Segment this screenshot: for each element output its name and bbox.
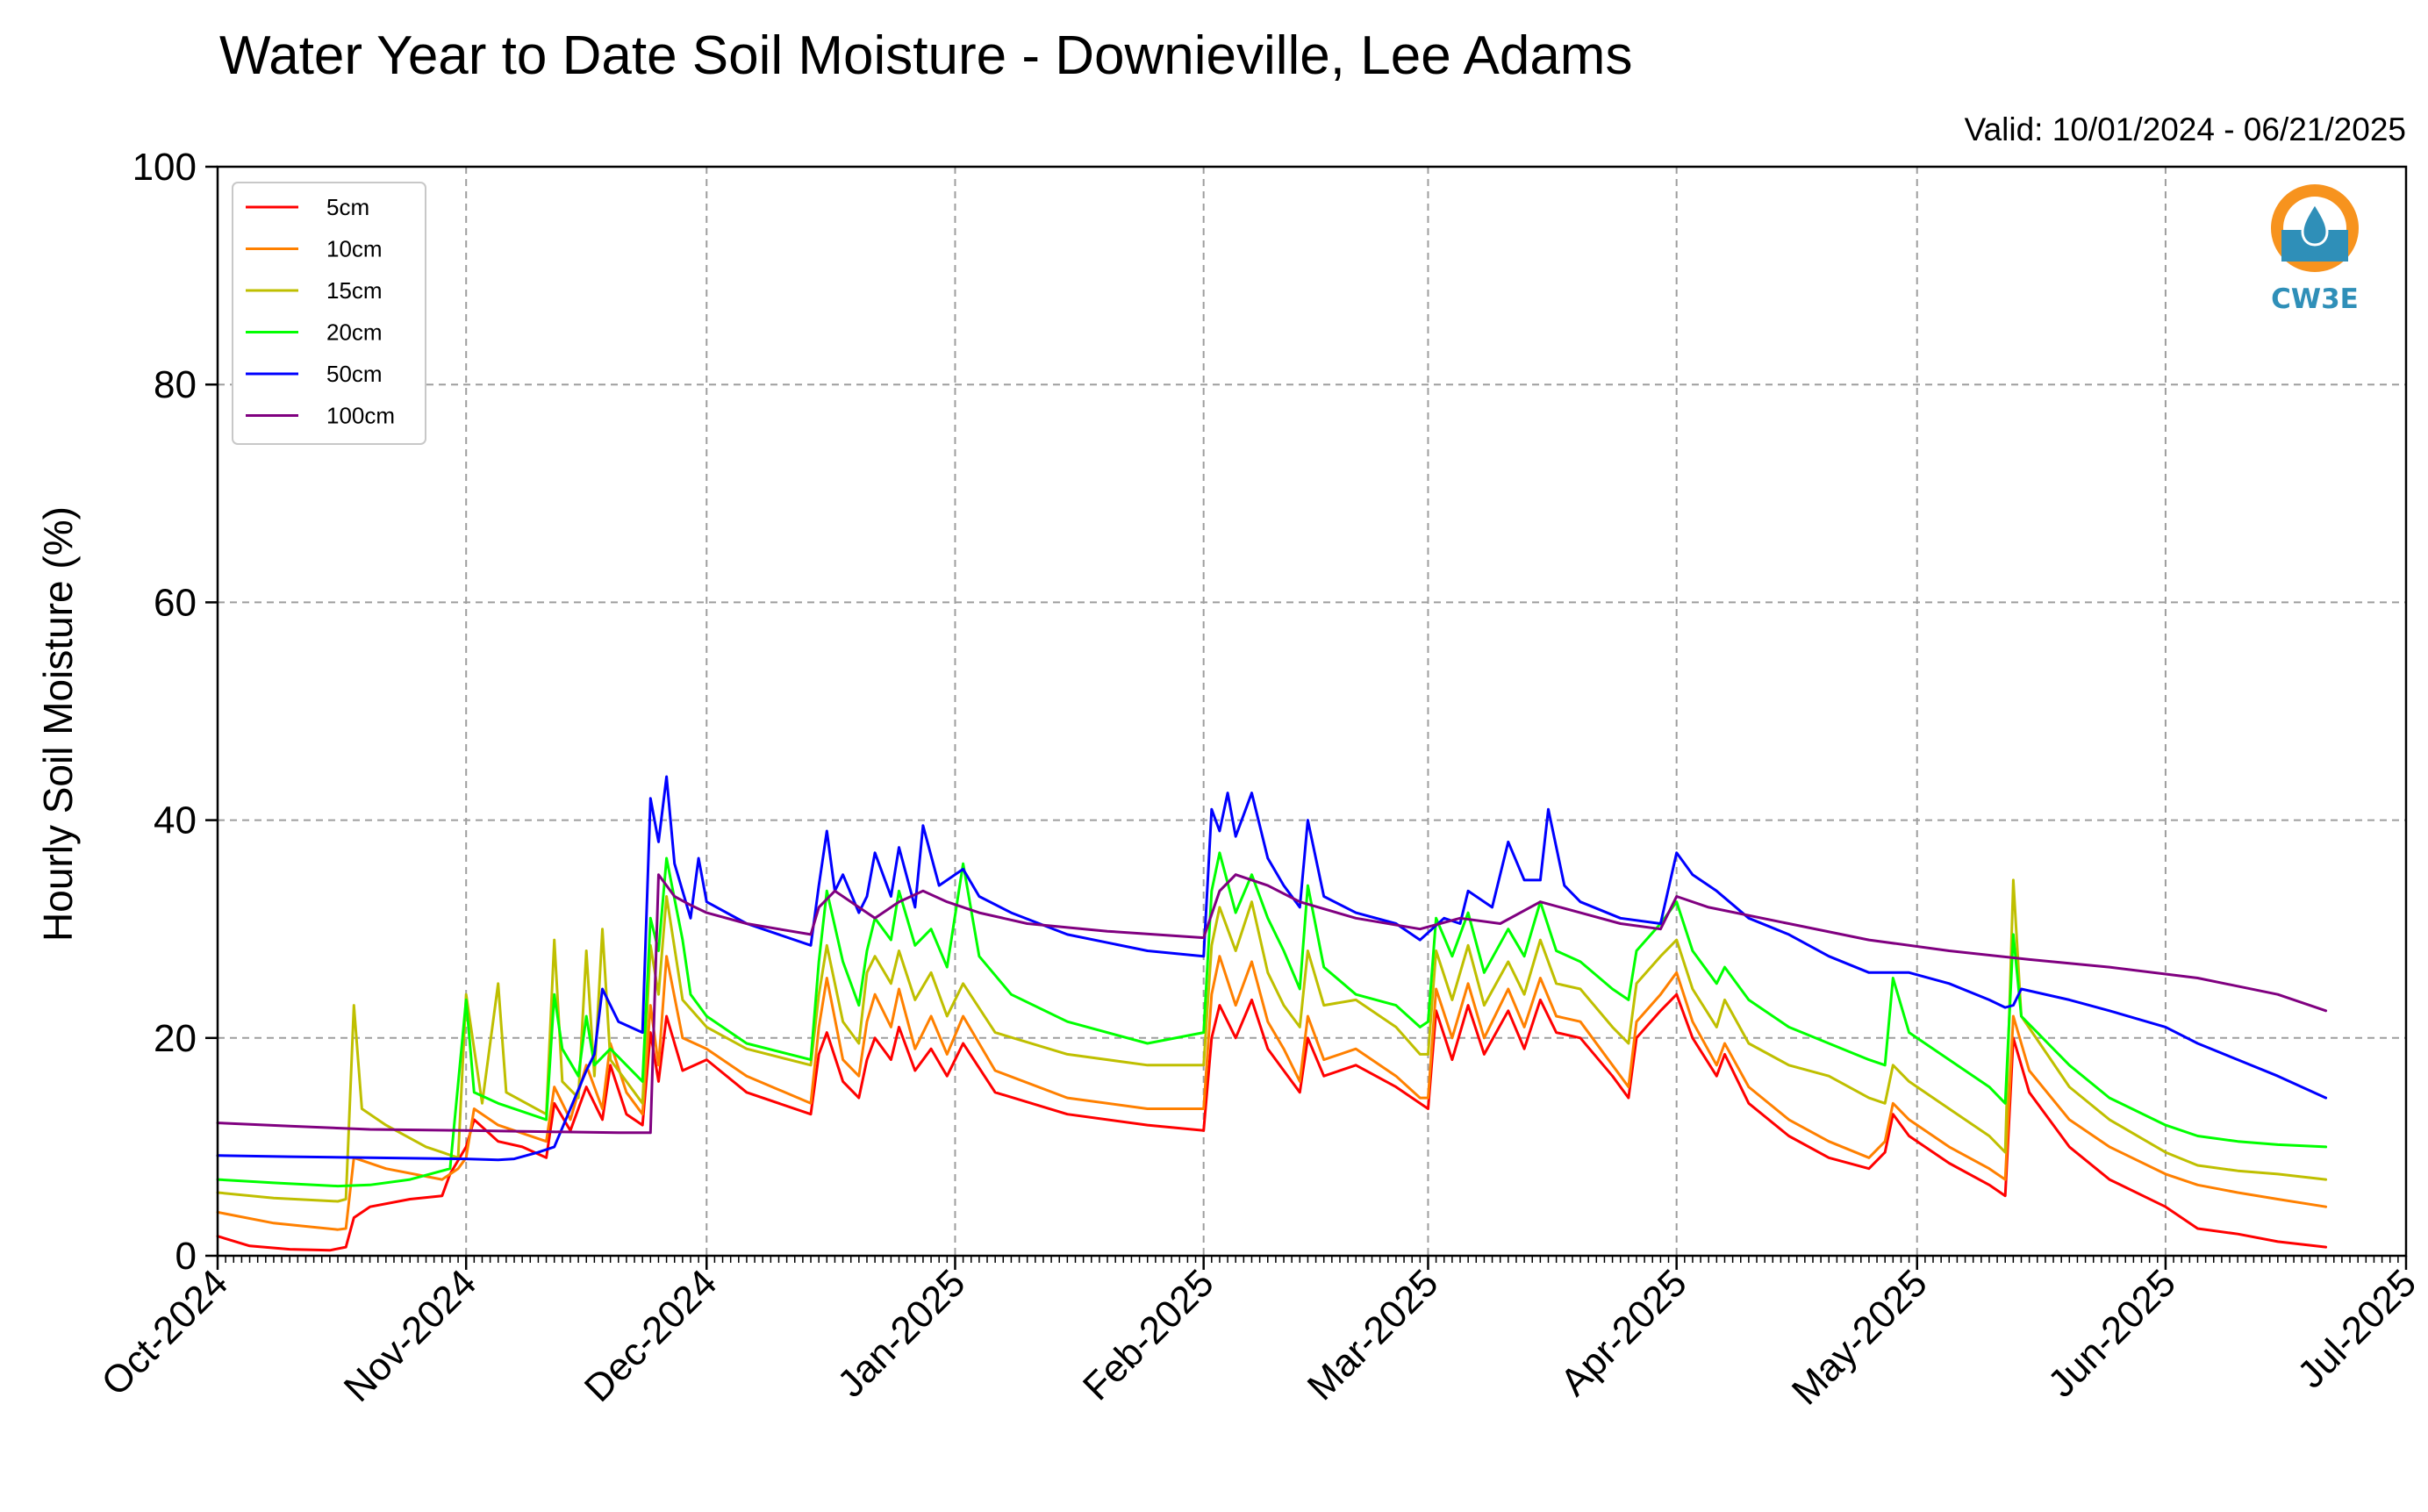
x-tick-label: Dec-2024 bbox=[577, 1261, 726, 1410]
plot-frame bbox=[216, 165, 2408, 1258]
x-tick-label: Jan-2025 bbox=[829, 1261, 973, 1405]
valid-date-range: Valid: 10/01/2024 - 06/21/2025 bbox=[1965, 111, 2406, 147]
x-tick-labels: Oct-2024 Nov-2024 Dec-2024 Jan-2025 Feb-2025… bbox=[93, 1256, 2424, 1413]
legend: 5cm 10cm 15cm 20cm 50cm 100cm bbox=[232, 182, 426, 445]
series-line-100cm bbox=[216, 873, 2328, 1135]
grid-lines bbox=[218, 167, 2406, 1256]
logo-drop-icon bbox=[2301, 201, 2329, 247]
legend-label: 20cm bbox=[326, 319, 383, 346]
x-tick-label: Nov-2024 bbox=[336, 1261, 485, 1410]
y-tick-label: 0 bbox=[175, 1235, 197, 1278]
series-line-15cm bbox=[216, 878, 2328, 1203]
legend-label: 100cm bbox=[326, 403, 395, 429]
legend-label: 15cm bbox=[326, 277, 383, 304]
series-line-10cm bbox=[216, 955, 2328, 1231]
x-tick-label: Feb-2025 bbox=[1075, 1261, 1222, 1408]
y-tick-label: 100 bbox=[133, 146, 197, 189]
cw3e-logo: CW3E bbox=[2271, 184, 2359, 315]
series-line-50cm bbox=[216, 775, 2328, 1162]
legend-label: 10cm bbox=[326, 236, 383, 262]
series-line-20cm bbox=[216, 851, 2328, 1188]
x-tick-label: May-2025 bbox=[1784, 1261, 1936, 1413]
x-minor-ticks bbox=[217, 1256, 2407, 1263]
x-tick-label: Jul-2025 bbox=[2289, 1261, 2424, 1396]
chart-title: Water Year to Date Soil Moisture - Downi… bbox=[219, 25, 1632, 86]
legend-label: 5cm bbox=[326, 194, 369, 220]
y-tick-label: 80 bbox=[154, 363, 197, 406]
x-tick-label: Mar-2025 bbox=[1300, 1261, 1447, 1408]
y-tick-labels: 0 20 40 60 80 100 bbox=[133, 146, 218, 1278]
logo-text: CW3E bbox=[2271, 283, 2359, 315]
x-tick-label: Oct-2024 bbox=[93, 1261, 236, 1404]
y-tick-label: 60 bbox=[154, 581, 197, 624]
x-tick-label: Jun-2025 bbox=[2040, 1261, 2184, 1405]
y-axis-label: Hourly Soil Moisture (%) bbox=[35, 506, 81, 942]
legend-label: 50cm bbox=[326, 361, 383, 387]
y-tick-label: 20 bbox=[154, 1017, 197, 1060]
x-tick-label: Apr-2025 bbox=[1552, 1261, 1695, 1404]
y-tick-label: 40 bbox=[154, 799, 197, 842]
series-lines bbox=[216, 775, 2328, 1252]
series-line-5cm bbox=[216, 992, 2328, 1252]
